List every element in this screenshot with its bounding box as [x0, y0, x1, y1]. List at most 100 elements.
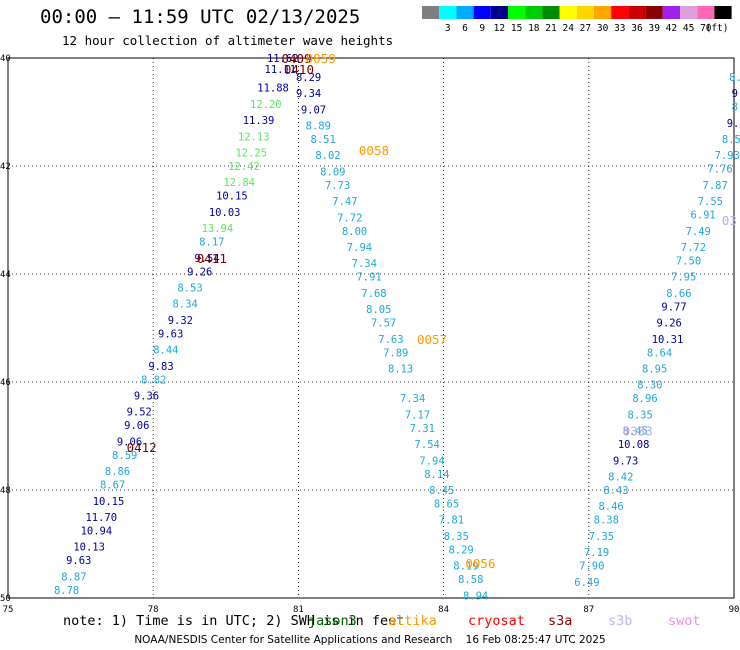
satellite-swot: swot [668, 613, 701, 629]
legend-tick-label: 18 [528, 23, 540, 34]
wave-height-reading: 9.77 [661, 301, 686, 313]
legend-tick-label: 3 [445, 23, 451, 34]
wave-height-reading: 8.17 [199, 237, 224, 249]
track-pass-label: 0411 [197, 251, 227, 266]
wave-height-reading: 8.09 [320, 166, 345, 178]
wave-height-reading: 8.94 [463, 590, 488, 602]
wave-height-reading: 8.53 [177, 283, 202, 295]
wave-height-reading: 9.07 [301, 104, 326, 116]
x-tick-label: 78 [148, 605, 159, 612]
wave-height-reading: 7.50 [676, 256, 701, 268]
page-subtitle: 12 hour collection of altimeter wave hei… [62, 33, 394, 48]
wave-height-reading: 10.13 [73, 542, 105, 554]
wave-height-reading: 8.58 [458, 574, 483, 586]
legend-swatch [680, 6, 698, 19]
track-pass-label: 0333 [623, 424, 653, 439]
wave-height-reading: 8.19 [453, 561, 478, 573]
wave-height-reading: 13.94 [202, 223, 234, 235]
wave-height-reading: 7.91 [356, 272, 381, 284]
wave-height-reading: 10.31 [652, 334, 684, 346]
satellite-s3b: s3b [608, 613, 633, 629]
wave-height-reading: 8.45 [429, 485, 454, 497]
track-pass-label: 03 [722, 213, 737, 228]
note-text: note: 1) Time is in UTC; 2) SWH is in fe… [63, 613, 405, 629]
wave-height-reading: 7.54 [415, 439, 440, 451]
legend-swatch [714, 6, 732, 19]
wave-height-reading: 8.59 [112, 450, 137, 462]
satellite-cryosat: cryosat [468, 613, 525, 629]
wave-height-reading: 8.30 [637, 380, 662, 392]
wave-height-reading: 11.70 [85, 512, 117, 524]
legend-tick-label: 39 [648, 23, 660, 34]
legend-tick-label: 12 [494, 23, 505, 34]
wave-height-reading: 7.87 [703, 180, 728, 192]
wave-height-reading: 6.49 [574, 577, 599, 589]
legend-swatch [439, 6, 457, 19]
wave-height-reading: 12.42 [228, 161, 260, 173]
track-pass-label: 0056 [465, 556, 495, 571]
wave-height-reading: 9.36 [134, 391, 159, 403]
track-pass-label: 0409 [281, 51, 311, 66]
wave-height-reading: 7.68 [361, 288, 386, 300]
footer-credit: NOAA/NESDIS Center for Satellite Applica… [134, 634, 606, 646]
wave-height-reading: 8.89 [306, 121, 331, 133]
wave-height-reading: 9.06 [124, 420, 149, 432]
wave-height-reading: 8.52 [722, 134, 740, 146]
wave-height-reading: 7.95 [671, 272, 696, 284]
legend-swatch [645, 6, 663, 19]
wave-height-reading: 8.86 [105, 466, 130, 478]
wave-height-reading: 10.03 [209, 207, 241, 219]
wave-height-reading: 11.62 [267, 53, 299, 65]
track-pass-label: 0410 [284, 62, 314, 77]
wave-height-reading: 7.35 [589, 531, 614, 543]
legend-tick-label: 33 [614, 23, 625, 34]
legend-tick-label: 27 [580, 23, 591, 34]
y-tick-label: 40 [0, 54, 11, 64]
wave-height-reading: 8.66 [666, 288, 691, 300]
legend-swatch [576, 6, 594, 19]
wave-height-reading: 7.72 [681, 242, 706, 254]
legend-swatch [456, 6, 474, 19]
wave-height-reading: 7.73 [325, 180, 350, 192]
satellite-s3a: s3a [548, 613, 573, 629]
wave-height-reading: 7.72 [337, 212, 362, 224]
wave-height-reading: 6.91 [690, 210, 715, 222]
wave-height-reading: 7.49 [686, 226, 711, 238]
y-tick-label: 42 [0, 162, 11, 172]
wave-height-reading: 7.89 [383, 347, 408, 359]
wave-height-reading: 7.76 [707, 164, 732, 176]
plot-frame [7, 57, 735, 599]
wave-height-reading: 7.93 [715, 150, 740, 162]
wave-height-reading: 7.90 [579, 561, 604, 573]
x-tick-label: 75 [3, 605, 14, 612]
wave-height-reading: 8.45 [623, 426, 648, 438]
wave-height-reading: 8.38 [594, 515, 619, 527]
y-tick-label: 50 [0, 594, 11, 604]
wave-height-reading: 9.26 [187, 266, 212, 278]
wave-height-reading: 9.54 [194, 253, 219, 265]
wave-height-reading: 7.57 [371, 318, 396, 330]
wave-height-reading: 7.63 [378, 334, 403, 346]
wave-height-reading: 8.46 [598, 501, 623, 513]
wave-height-reading: 12.25 [235, 148, 267, 160]
wave-height-reading: 9.32 [168, 315, 193, 327]
y-tick-label: 46 [0, 378, 11, 388]
legend-tick-label: 45 [683, 23, 694, 34]
wave-height-reading: 7.47 [332, 196, 357, 208]
wave-height-reading: 8.02 [315, 150, 340, 162]
legend-swatch [525, 6, 543, 19]
wave-height-reading: 8.62 [729, 72, 740, 84]
legend-swatch [559, 6, 577, 19]
track-pass-label: 0059 [306, 51, 336, 66]
wave-height-reading: 8.95 [642, 364, 667, 376]
legend-tick-label: 42 [666, 23, 677, 34]
wave-height-reading: 8.82 [141, 374, 166, 386]
legend-tick-label: 30 [597, 23, 609, 34]
wave-height-reading: 8.65 [434, 499, 459, 511]
wave-height-reading: 7.34 [400, 393, 425, 405]
wave-height-reading: 9.26 [657, 318, 682, 330]
wave-height-reading: 9.83 [148, 361, 173, 373]
wave-height-reading: 8.00 [342, 226, 367, 238]
legend-swatch [422, 6, 440, 19]
